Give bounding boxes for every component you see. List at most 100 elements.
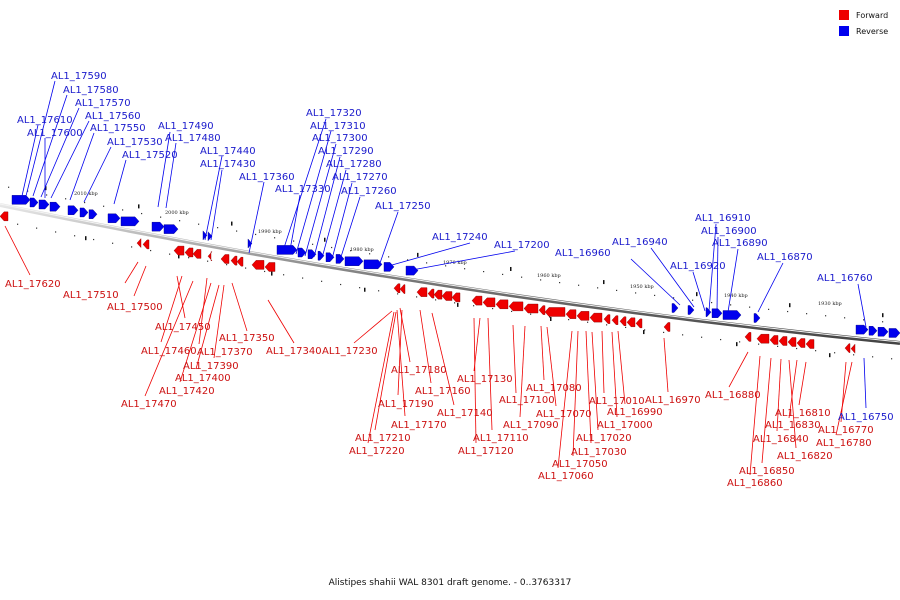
- gene-label[interactable]: AL1_17030: [571, 447, 627, 458]
- gene-label[interactable]: AL1_17570: [75, 98, 131, 109]
- gene-label[interactable]: AL1_16760: [817, 273, 873, 284]
- gene-label[interactable]: AL1_17140: [437, 408, 493, 419]
- gene-label[interactable]: AL1_17480: [165, 133, 221, 144]
- gene-label[interactable]: AL1_16780: [816, 438, 872, 449]
- gene-label[interactable]: AL1_16910: [695, 213, 751, 224]
- gene-label[interactable]: AL1_17050: [552, 459, 608, 470]
- gene-label[interactable]: AL1_17060: [538, 471, 594, 482]
- gene-label[interactable]: AL1_16860: [727, 478, 783, 489]
- gene-label[interactable]: AL1_17070: [536, 409, 592, 420]
- gene-label[interactable]: AL1_17550: [90, 123, 146, 134]
- gene-label[interactable]: AL1_16830: [765, 420, 821, 431]
- gene-label[interactable]: AL1_17120: [458, 446, 514, 457]
- gene-label[interactable]: AL1_17020: [576, 433, 632, 444]
- gene-label[interactable]: AL1_17420: [159, 386, 215, 397]
- gene-label[interactable]: AL1_16960: [555, 248, 611, 259]
- gene-label[interactable]: AL1_16820: [777, 451, 833, 462]
- gene-label[interactable]: AL1_17320: [306, 108, 362, 119]
- forward-gene-arrow: [544, 307, 566, 317]
- gene-label[interactable]: AL1_16970: [645, 395, 701, 406]
- gene-label[interactable]: AL1_16750: [838, 412, 894, 423]
- gene-label[interactable]: AL1_17100: [499, 395, 555, 406]
- gene-label[interactable]: AL1_16870: [757, 252, 813, 263]
- gene-label[interactable]: AL1_17520: [122, 150, 178, 161]
- major-tick: [364, 287, 366, 292]
- forward-leader-line: [144, 280, 194, 397]
- gene-label[interactable]: AL1_17200: [494, 240, 550, 251]
- gene-label[interactable]: AL1_17170: [391, 420, 447, 431]
- kbp-label: 1960 kbp: [537, 273, 561, 279]
- gene-label[interactable]: AL1_16900: [701, 226, 757, 237]
- gene-label[interactable]: AL1_17080: [526, 383, 582, 394]
- forward-gene-arrow: [264, 262, 276, 272]
- gene-label[interactable]: AL1_16840: [753, 434, 809, 445]
- gene-label[interactable]: AL1_17370: [197, 347, 253, 358]
- gene-label[interactable]: AL1_17220: [349, 446, 405, 457]
- gene-label[interactable]: AL1_17530: [107, 137, 163, 148]
- forward-leader-line: [835, 361, 853, 436]
- minor-dot: [188, 257, 190, 259]
- gene-label[interactable]: AL1_17360: [239, 172, 295, 183]
- forward-gene-arrow: [603, 314, 611, 324]
- gene-label[interactable]: AL1_17240: [432, 232, 488, 243]
- forward-leader-line: [473, 317, 477, 444]
- gene-label[interactable]: AL1_17270: [332, 172, 388, 183]
- reverse-leader-line: [630, 258, 681, 306]
- gene-label[interactable]: AL1_17470: [121, 399, 177, 410]
- gene-label[interactable]: AL1_16890: [712, 238, 768, 249]
- reverse-leader-line: [21, 124, 39, 197]
- gene-label[interactable]: AL1_17290: [318, 146, 374, 157]
- gene-label[interactable]: AL1_17430: [200, 159, 256, 170]
- gene-label[interactable]: AL1_17340: [266, 346, 322, 357]
- reverse-gene-arrow: [11, 195, 31, 205]
- minor-dot: [207, 260, 209, 262]
- gene-label[interactable]: AL1_17010: [589, 396, 645, 407]
- minor-dot: [55, 231, 57, 233]
- gene-label[interactable]: AL1_16920: [670, 261, 726, 272]
- gene-label[interactable]: AL1_17000: [597, 420, 653, 431]
- gene-label[interactable]: AL1_17390: [183, 361, 239, 372]
- gene-label[interactable]: AL1_17210: [355, 433, 411, 444]
- gene-label[interactable]: AL1_17110: [473, 433, 529, 444]
- gene-label[interactable]: AL1_17300: [312, 133, 368, 144]
- gene-label[interactable]: AL1_16990: [607, 407, 663, 418]
- gene-label[interactable]: AL1_17580: [63, 85, 119, 96]
- forward-leader-line: [840, 361, 847, 423]
- gene-label[interactable]: AL1_17310: [310, 121, 366, 132]
- gene-label[interactable]: AL1_17280: [326, 159, 382, 170]
- gene-label[interactable]: AL1_17130: [457, 374, 513, 385]
- reverse-leader-line: [692, 271, 706, 312]
- gene-label[interactable]: AL1_17560: [85, 111, 141, 122]
- gene-label[interactable]: AL1_17160: [415, 386, 471, 397]
- gene-label[interactable]: AL1_17610: [17, 115, 73, 126]
- gene-label[interactable]: AL1_16810: [775, 408, 831, 419]
- gene-label[interactable]: AL1_17260: [341, 186, 397, 197]
- gene-label[interactable]: AL1_16880: [705, 390, 761, 401]
- forward-gene-arrow: [482, 297, 496, 308]
- gene-label[interactable]: AL1_17590: [51, 71, 107, 82]
- gene-label[interactable]: AL1_17330: [275, 184, 331, 195]
- reverse-gene-arrow: [49, 201, 61, 212]
- gene-label[interactable]: AL1_17510: [63, 290, 119, 301]
- kbp-label: 2010 kbp: [74, 191, 98, 197]
- gene-label[interactable]: AL1_17190: [378, 399, 434, 410]
- gene-label[interactable]: AL1_17620: [5, 279, 61, 290]
- reverse-leader-line: [379, 211, 399, 264]
- gene-label[interactable]: AL1_17230: [322, 346, 378, 357]
- gene-label[interactable]: AL1_16940: [612, 237, 668, 248]
- gene-label[interactable]: AL1_17450: [155, 322, 211, 333]
- gene-label[interactable]: AL1_17250: [375, 201, 431, 212]
- gene-label[interactable]: AL1_17600: [27, 128, 83, 139]
- gene-label[interactable]: AL1_16850: [739, 466, 795, 477]
- reverse-gene-arrow: [163, 224, 179, 234]
- gene-label[interactable]: AL1_17400: [175, 373, 231, 384]
- gene-label[interactable]: AL1_16770: [818, 425, 874, 436]
- gene-label[interactable]: AL1_17090: [503, 420, 559, 431]
- gene-label[interactable]: AL1_17500: [107, 302, 163, 313]
- gene-label[interactable]: AL1_17180: [391, 365, 447, 376]
- gene-label[interactable]: AL1_17490: [158, 121, 214, 132]
- reverse-gene-arrow: [877, 327, 889, 337]
- gene-label[interactable]: AL1_17440: [200, 146, 256, 157]
- gene-label[interactable]: AL1_17460: [141, 346, 197, 357]
- gene-label[interactable]: AL1_17350: [219, 333, 275, 344]
